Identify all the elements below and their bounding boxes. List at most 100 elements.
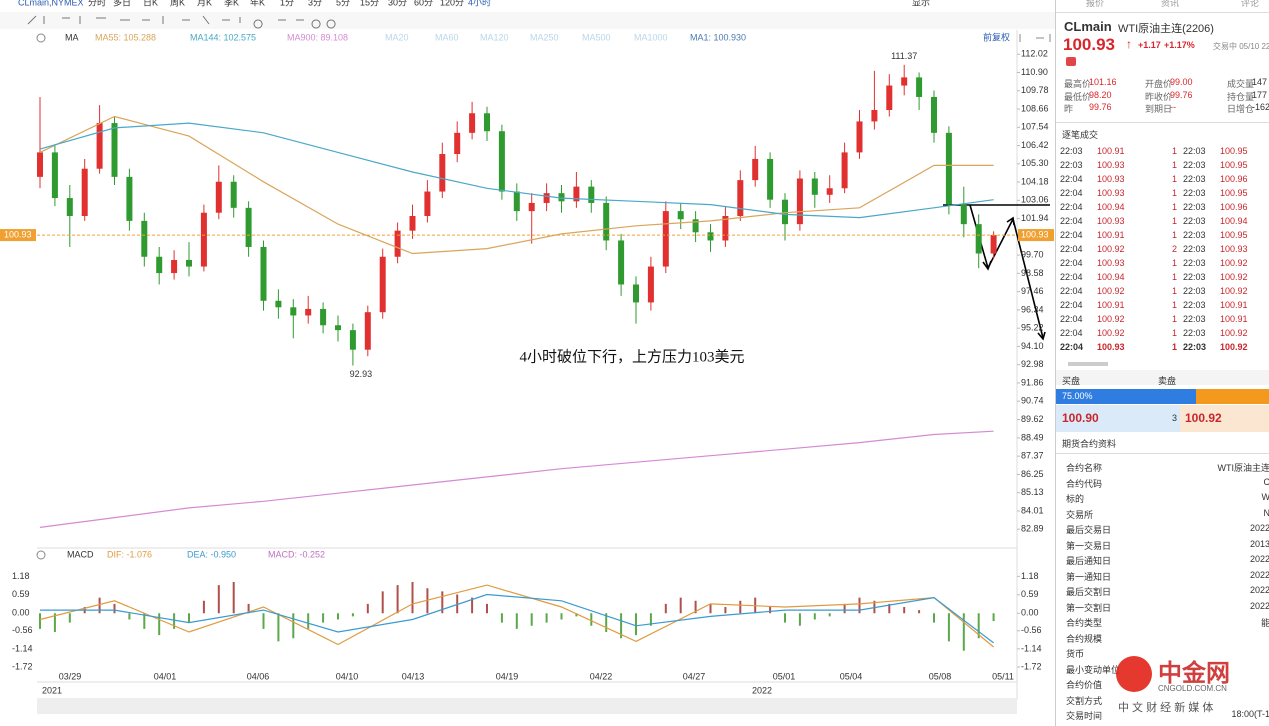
contract-label: 交易所	[1066, 509, 1094, 520]
legend-entry[interactable]: MA55: 105.288	[95, 32, 156, 42]
trade-cell: 100.93	[1097, 188, 1125, 198]
trade-cell: 100.91	[1220, 300, 1248, 310]
macd-bar	[664, 603, 667, 614]
period-tab[interactable]: 5分	[336, 0, 350, 7]
macd-bar	[798, 613, 801, 626]
contract-value: 2022	[1249, 569, 1269, 580]
bid-bg	[1056, 405, 1180, 432]
macd-bar	[277, 613, 280, 642]
macd-bar	[605, 613, 608, 632]
year-label: 2022	[752, 685, 772, 695]
period-tab[interactable]: 周K	[170, 0, 185, 7]
candle-body	[230, 181, 237, 208]
y-tick-label: 106.42	[1021, 140, 1049, 150]
period-tab[interactable]: 月K	[197, 0, 212, 7]
period-tab[interactable]: 日K	[143, 0, 158, 7]
legend-inactive[interactable]: MA20	[385, 32, 409, 42]
candle-body	[513, 191, 520, 212]
legend-entry[interactable]: DEA: -0.950	[187, 549, 236, 559]
legend-bar: MACD: -0.252	[268, 549, 325, 559]
trade-cell: 1	[1172, 300, 1178, 310]
period-tab[interactable]: 年K	[250, 0, 265, 7]
trade-cell: 22:03	[1183, 328, 1206, 338]
change-pct: +1.17%	[1164, 40, 1195, 50]
scroll-bar[interactable]	[37, 698, 1017, 714]
y-tick-label: 90.74	[1021, 396, 1044, 406]
chart-controls[interactable]	[36, 33, 1051, 560]
trade-cell: 1	[1172, 174, 1178, 184]
orderbook-bg	[1056, 370, 1269, 385]
adjust-toggle[interactable]: 前复权	[983, 31, 1010, 42]
trade-cell: 1	[1172, 216, 1178, 226]
y-tick-label: 96.34	[1021, 304, 1044, 314]
period-tab[interactable]: 3分	[308, 0, 322, 7]
candle-body	[156, 256, 163, 274]
trade-cell: 22:03	[1183, 230, 1206, 240]
legend-inactive[interactable]: MA1000	[634, 32, 668, 42]
y-tick-label: 112.02	[1021, 49, 1048, 59]
period-tab[interactable]: 30分	[388, 0, 407, 7]
trade-cell: 100.92	[1220, 258, 1248, 268]
legend-inactive[interactable]: MA60	[435, 32, 459, 42]
trade-cell: 100.93	[1097, 258, 1125, 268]
macd-bar	[769, 607, 772, 614]
macd-bar	[396, 585, 399, 614]
macd-bar	[649, 613, 652, 626]
section-divider	[1056, 122, 1269, 123]
period-tab[interactable]: 分时	[88, 0, 106, 7]
candle-body	[573, 186, 580, 202]
macd-bar	[143, 613, 146, 629]
trade-cell: 22:03	[1183, 216, 1206, 226]
candle-body	[737, 180, 744, 216]
macd-bar	[173, 613, 176, 629]
y-tick-label: 95.22	[1021, 323, 1044, 333]
legend-inactive[interactable]: MA500	[582, 32, 611, 42]
legend-extra: MA1: 100.930	[690, 32, 746, 42]
contract-label: 合约规模	[1066, 633, 1103, 644]
trade-cell: 22:03	[1183, 188, 1206, 198]
x-tick-label: 04/13	[402, 671, 425, 681]
legend-entry[interactable]: MA900: 89.108	[287, 32, 348, 42]
tab[interactable]: 评论	[1241, 0, 1260, 8]
trade-cell: 100.92	[1097, 244, 1125, 254]
alert-icon	[1066, 57, 1076, 66]
macd-bar	[202, 600, 205, 614]
panel-divider	[1056, 12, 1269, 13]
tab[interactable]: 报价	[1086, 0, 1105, 8]
period-tab[interactable]: 120分	[440, 0, 464, 7]
trade-cell: 1	[1172, 328, 1178, 338]
trade-cell: 22:03	[1183, 244, 1206, 254]
y-tick-label: 0.00	[12, 608, 30, 618]
period-tab[interactable]: 季K	[224, 0, 239, 7]
macd-bar	[679, 597, 682, 614]
x-tick-label: 04/06	[247, 671, 270, 681]
period-tab[interactable]: 多日	[113, 0, 131, 7]
period-tab[interactable]: 4小时	[468, 0, 491, 7]
contract-code: CLmain	[1064, 19, 1112, 34]
period-tab[interactable]: 15分	[360, 0, 379, 7]
candle-body	[141, 220, 148, 257]
legend-entry[interactable]: MA144: 102.575	[190, 32, 256, 42]
contract-label: 最小变动单位	[1066, 664, 1121, 675]
macd-bar	[68, 613, 71, 623]
stat-value: 99.76	[1089, 102, 1112, 112]
y-tick-label: -0.56	[12, 625, 33, 635]
legend-inactive[interactable]: MA120	[480, 32, 509, 42]
legend-inactive[interactable]: MA250	[530, 32, 559, 42]
period-tab[interactable]: 60分	[414, 0, 433, 7]
candle-body	[960, 204, 967, 225]
macd-bar	[292, 613, 295, 639]
y-tick-label: 104.18	[1021, 176, 1049, 186]
tab[interactable]: 资讯	[1161, 0, 1180, 8]
trade-cell: 1	[1172, 314, 1178, 324]
trade-cell: 1	[1172, 146, 1178, 156]
macd-bar	[977, 613, 980, 639]
legend-entry[interactable]: DIF: -1.076	[107, 549, 152, 559]
y-tick-label: 84.01	[1021, 505, 1044, 515]
x-tick-label: 04/27	[683, 671, 706, 681]
period-tab[interactable]: 1分	[280, 0, 294, 7]
contract-value: N	[1264, 508, 1269, 518]
trade-cell: 22:04	[1060, 216, 1083, 226]
macd-bar	[858, 597, 861, 614]
trade-cell: 1	[1172, 202, 1178, 212]
